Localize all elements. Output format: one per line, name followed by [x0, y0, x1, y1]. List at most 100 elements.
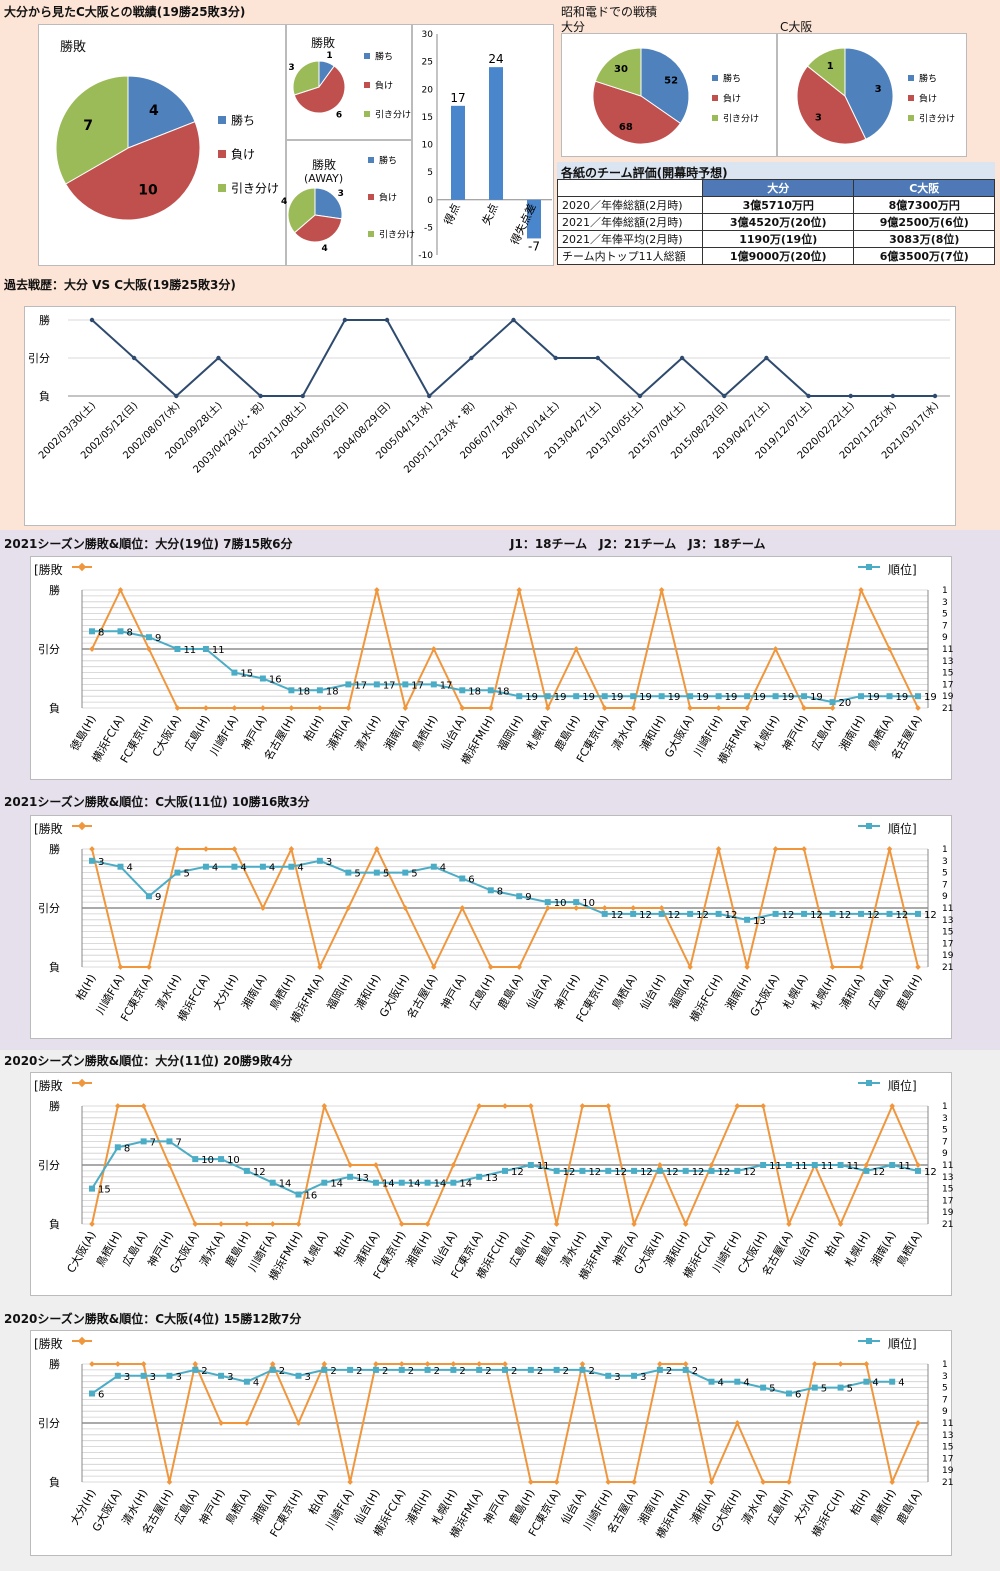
legend-swatch: [368, 231, 374, 237]
rank-point: [658, 910, 665, 917]
eval-table: 大分 C大阪 2020／年俸総額(2月時) 3億5710万円 8億7300万円 20…: [557, 179, 995, 265]
eval-title-bar: [557, 162, 995, 180]
rank-label: 12: [668, 910, 681, 921]
eval-header-row: 大分 C大阪: [557, 179, 995, 197]
rank-point: [682, 1167, 689, 1174]
result-point: [915, 1162, 921, 1168]
rank-label: 10: [582, 898, 595, 909]
rank-point: [573, 899, 580, 906]
rank-label: 3: [150, 1372, 156, 1383]
result-point: [889, 1103, 896, 1109]
result-point: [601, 905, 608, 911]
rank-label: 2: [279, 1366, 285, 1377]
s2020o-legend-right: 順位]: [888, 1079, 917, 1093]
rank-point: [402, 869, 409, 876]
bar-ytick: 25: [422, 58, 433, 68]
rank-point: [288, 687, 295, 694]
rank-point: [202, 646, 209, 652]
rank-ytick: 5: [942, 1384, 948, 1394]
rank-ytick: 15: [942, 1443, 953, 1453]
rank-point: [708, 1167, 715, 1174]
rank-point: [886, 910, 893, 917]
x-tick: 浦和(H): [353, 972, 384, 1012]
rank-label: 12: [718, 1167, 731, 1178]
rank-label: 3: [227, 1372, 233, 1383]
pie-label: 1: [827, 61, 834, 72]
result-point: [424, 1221, 431, 1227]
pie-slice: [287, 187, 316, 234]
pie-main-title: 勝敗: [60, 40, 87, 55]
x-tick: 鳥栖(H): [867, 1487, 899, 1528]
rank-point: [915, 693, 921, 700]
eval-cell: チーム内トップ11人総額: [557, 247, 703, 265]
x-tick: 福岡(A): [666, 972, 697, 1012]
rank-label: 4: [126, 863, 132, 874]
rank-label: 12: [611, 910, 624, 921]
pie-slice: [64, 121, 201, 221]
result-point: [837, 1361, 844, 1367]
rank-label: 18: [468, 686, 481, 697]
eval-row: 2021／年俸平均(2月時) 1190万(19位) 3083万(8位): [557, 230, 995, 248]
legend-label: 勝ち: [375, 50, 393, 62]
rank-ytick: 17: [942, 1196, 953, 1206]
rank-ytick: 19: [942, 1208, 954, 1218]
rank-point: [459, 875, 466, 882]
rank-point: [502, 1366, 508, 1373]
result-ytick: 引分: [38, 901, 60, 915]
rank-ytick: 13: [942, 1173, 953, 1183]
result-point: [231, 705, 238, 711]
result-point: [231, 846, 238, 852]
rank-point: [785, 1162, 792, 1168]
result-point: [424, 1361, 431, 1367]
rank-label: 2: [511, 1366, 517, 1377]
rank-ytick: 15: [942, 669, 953, 679]
rank-point: [345, 869, 352, 876]
pie-label: 7: [83, 118, 93, 134]
rank-label: 19: [668, 692, 681, 703]
history-point: [932, 393, 938, 399]
result-point: [114, 1103, 121, 1109]
x-tick: 湘南(H): [836, 713, 868, 754]
eval-title: 各紙のチーム評価(開幕時予想): [561, 166, 728, 180]
rank-point: [430, 863, 437, 870]
result-point: [687, 964, 693, 970]
x-tick: 札幌(H): [841, 1229, 873, 1270]
x-tick: 湘南(H): [403, 1229, 435, 1270]
rank-point: [174, 869, 181, 876]
pie-slice: [314, 187, 343, 220]
rank-point: [708, 1378, 715, 1385]
rank-label: 12: [896, 910, 909, 921]
x-tick: 清水(H): [353, 713, 384, 753]
x-tick: 鳥栖(A): [609, 972, 640, 1012]
s2020o-legend-left: [勝敗: [34, 1079, 63, 1093]
rank-label: 3: [98, 857, 104, 868]
result-point: [166, 1479, 173, 1485]
result-point: [858, 964, 864, 970]
history-xtick: 2005/11/23(水・祝): [401, 399, 478, 476]
rank-point: [218, 1372, 225, 1379]
rank-point: [166, 1372, 173, 1379]
eval-header-cell: 大分: [701, 179, 855, 197]
rank-label: 12: [839, 910, 852, 921]
history-point: [595, 355, 600, 361]
result-point: [544, 905, 551, 911]
s2021c-title: 2021シーズン勝敗&順位：C大阪(11位) 10勝16敗3分: [4, 795, 310, 809]
history-point: [890, 393, 896, 399]
rank-label: 7: [175, 1137, 181, 1148]
rank-label: 9: [155, 633, 161, 644]
result-point: [114, 1361, 121, 1367]
result-ytick: 負: [49, 1476, 60, 1489]
rank-label: 14: [459, 1179, 472, 1190]
legend-label: 引き分け: [375, 109, 411, 120]
result-line: [91, 846, 919, 970]
result-point: [487, 964, 494, 970]
bar-ytick: 20: [422, 85, 434, 95]
pie-slice: [806, 47, 846, 98]
history-title: 過去戦歴：大分 VS C大阪(19勝25敗3分): [4, 278, 236, 292]
bar-ytick: 0: [427, 196, 433, 206]
rank-point: [601, 910, 608, 917]
legend-rank-marker: [866, 1080, 872, 1086]
rank-label: 12: [253, 1167, 266, 1178]
rank-label: 19: [753, 692, 766, 703]
rank-point: [316, 857, 323, 864]
